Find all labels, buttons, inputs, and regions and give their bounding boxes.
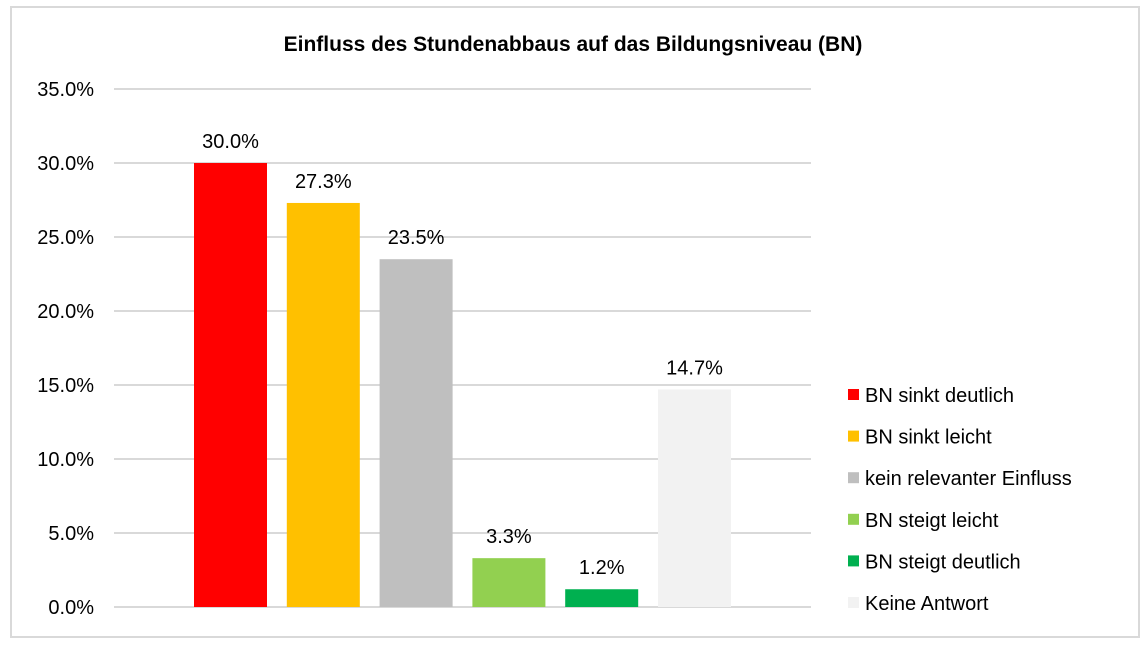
legend-label: kein relevanter Einfluss bbox=[865, 468, 1072, 490]
legend: BN sinkt deutlich BN sinkt leicht kein rel… bbox=[848, 385, 1072, 615]
y-tick-label: 20.0% bbox=[37, 301, 94, 323]
y-tick-label: 25.0% bbox=[37, 227, 94, 249]
bar-1 bbox=[194, 163, 267, 607]
bar-6 bbox=[658, 389, 731, 607]
y-axis-ticks: 0.0% 5.0% 10.0% 15.0% 20.0% 25.0% 30.0% 35.0% bbox=[37, 79, 94, 619]
legend-swatch bbox=[848, 389, 859, 400]
data-label: 23.5% bbox=[388, 227, 445, 249]
bar-4 bbox=[472, 558, 546, 607]
bar-5 bbox=[565, 589, 639, 607]
data-label: 1.2% bbox=[579, 557, 625, 579]
legend-label: BN sinkt deutlich bbox=[865, 385, 1014, 407]
bar-3 bbox=[379, 259, 453, 607]
chart-title: Einfluss des Stundenabbaus auf das Bildu… bbox=[284, 33, 863, 56]
data-labels: 30.0% 27.3% 23.5% 3.3% 1.2% 14.7% bbox=[202, 131, 723, 579]
data-label: 30.0% bbox=[202, 131, 259, 153]
legend-label: Keine Antwort bbox=[865, 593, 989, 615]
y-tick-label: 15.0% bbox=[37, 375, 94, 397]
y-tick-label: 5.0% bbox=[48, 523, 94, 545]
data-label: 27.3% bbox=[295, 171, 352, 193]
bars bbox=[194, 163, 731, 607]
legend-swatch bbox=[848, 513, 859, 525]
bar-2 bbox=[286, 202, 360, 607]
legend-swatch bbox=[848, 555, 859, 567]
data-label: 14.7% bbox=[666, 357, 723, 379]
y-tick-label: 35.0% bbox=[37, 79, 94, 101]
data-label: 3.3% bbox=[486, 526, 532, 548]
legend-swatch bbox=[848, 472, 859, 484]
legend-swatch bbox=[848, 597, 859, 608]
y-tick-label: 30.0% bbox=[37, 153, 94, 175]
legend-label: BN sinkt leicht bbox=[865, 427, 992, 449]
legend-label: BN steigt deutlich bbox=[865, 551, 1021, 573]
legend-swatch bbox=[848, 430, 859, 442]
y-tick-label: 0.0% bbox=[48, 597, 94, 619]
y-tick-label: 10.0% bbox=[37, 449, 94, 471]
legend-label: BN steigt leicht bbox=[865, 510, 999, 532]
